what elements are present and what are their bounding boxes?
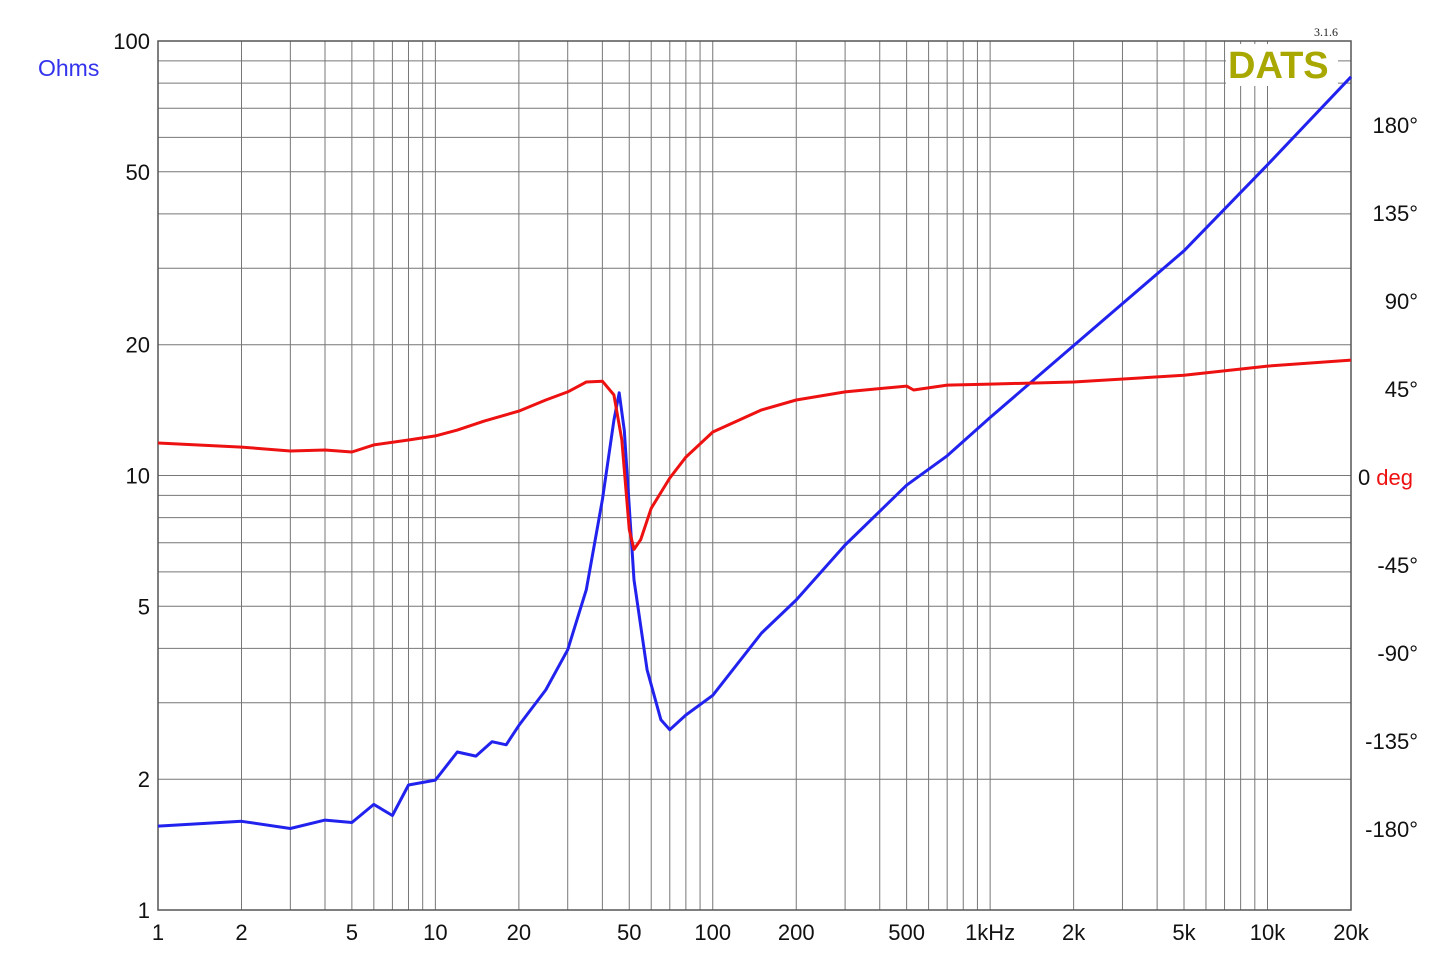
y-left-tick-label: 20 — [126, 333, 150, 358]
y-left-tick-label: 2 — [138, 767, 150, 792]
x-tick-label: 500 — [888, 920, 925, 945]
y-right-tick-label: 180° — [1372, 113, 1418, 138]
x-tick-label: 100 — [694, 920, 731, 945]
x-tick-label: 20 — [507, 920, 531, 945]
x-tick-label: 50 — [617, 920, 641, 945]
grid — [157, 41, 1352, 911]
y-left-tick-labels: 1 2 5 10 20 50 100 — [113, 29, 150, 923]
y-right-tick-labels: 180° 135° 90° 45° -45° -90° -135° -180° — [1365, 113, 1418, 842]
x-tick-label: 1 — [152, 920, 164, 945]
impedance-curve — [157, 75, 1353, 830]
y-right-tick-label: 90° — [1385, 289, 1418, 314]
y-right-tick-label: 45° — [1385, 377, 1418, 402]
y-left-tick-label: 100 — [113, 29, 150, 54]
version-label: 3.1.6 — [1314, 25, 1338, 39]
y-left-tick-label: 10 — [126, 464, 150, 489]
y-left-tick-label: 50 — [126, 160, 150, 185]
y-left-tick-label: 1 — [138, 898, 150, 923]
x-tick-label: 20k — [1333, 920, 1369, 945]
y-right-tick-label: -135° — [1365, 729, 1418, 754]
x-tick-label: 10 — [423, 920, 447, 945]
y-right-tick-label: -180° — [1365, 817, 1418, 842]
x-tick-label: 10k — [1250, 920, 1286, 945]
x-tick-label: 5 — [346, 920, 358, 945]
y-right-tick-label: 135° — [1372, 201, 1418, 226]
x-tick-label: 1kHz — [965, 920, 1015, 945]
y-right-tick-label: -45° — [1377, 553, 1418, 578]
x-tick-label: 2k — [1062, 920, 1086, 945]
x-tick-label: 5k — [1172, 920, 1196, 945]
y-left-tick-label: 5 — [138, 594, 150, 619]
plot-frame — [157, 40, 1352, 911]
dats-logo: DATS — [1228, 45, 1329, 87]
x-tick-labels: 1 2 5 10 20 50 100 200 500 1kHz 2k 5k 10k 20k — [152, 920, 1370, 945]
y-left-axis-label: Ohms — [38, 55, 99, 81]
y-right-zero-label: 0 deg — [1358, 465, 1413, 490]
x-tick-label: 2 — [235, 920, 247, 945]
y-right-tick-label: -90° — [1377, 641, 1418, 666]
logo-background — [1226, 44, 1338, 86]
x-tick-label: 200 — [778, 920, 815, 945]
series-layer — [157, 75, 1353, 830]
phase-curve — [157, 358, 1352, 551]
